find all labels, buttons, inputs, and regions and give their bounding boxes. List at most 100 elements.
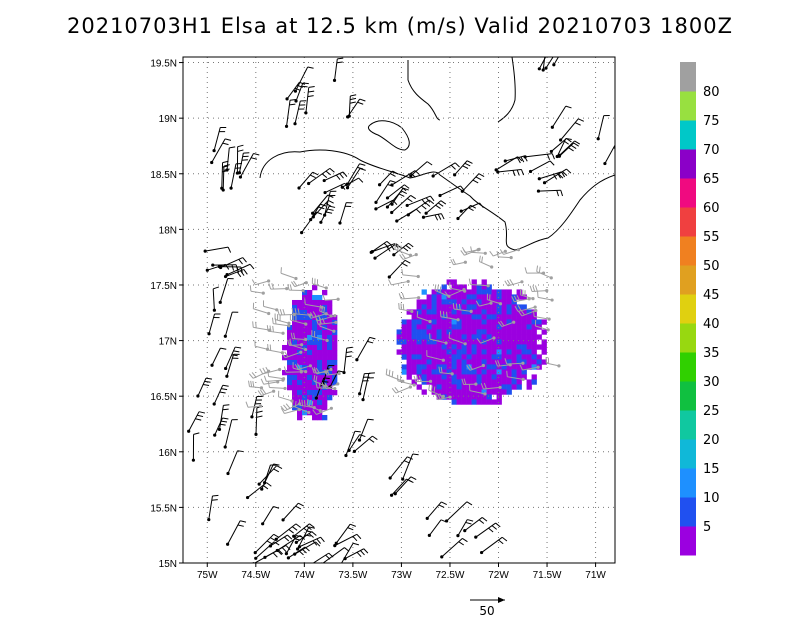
shade-cell (486, 399, 492, 405)
wind-barb (557, 140, 580, 157)
shade-cell (436, 354, 442, 360)
shade-cell (446, 289, 452, 295)
shade-cell (506, 339, 512, 345)
x-tick-label: 75W (197, 570, 218, 581)
shade-cell (436, 319, 442, 325)
shade-cell (481, 299, 487, 305)
wind-barb (224, 346, 242, 371)
shade-cell (471, 329, 477, 335)
shade-cell (401, 354, 407, 360)
shade-cell (471, 379, 477, 385)
wind-barb (334, 523, 356, 545)
shade-cell (496, 354, 502, 360)
shade-cell (466, 289, 472, 295)
shade-cell (466, 329, 472, 335)
shade-cell (327, 304, 333, 311)
shade-cell (307, 349, 313, 356)
shade-cell (322, 399, 328, 406)
shade-cell (431, 374, 437, 380)
shade-cell (531, 339, 537, 345)
wind-barb (449, 282, 467, 293)
shade-cell (297, 339, 303, 346)
shade-cell (426, 294, 432, 300)
shade-cell (481, 394, 487, 400)
shade-cell (322, 389, 328, 396)
shade-cell (456, 324, 462, 330)
shade-cell (411, 359, 417, 365)
shade-cell (511, 329, 517, 335)
wind-barb (475, 300, 493, 307)
shade-cell (421, 364, 427, 370)
colorbar-swatch (680, 439, 696, 469)
shade-cell (486, 379, 492, 385)
shade-cell (486, 374, 492, 380)
shade-cell (511, 369, 517, 375)
shade-cell (486, 324, 492, 330)
shade-cell (411, 314, 417, 320)
shade-cell (297, 394, 303, 401)
shade-cell (307, 369, 313, 376)
shade-cell (322, 289, 328, 296)
shade-cell (446, 304, 452, 310)
shade-cell (466, 319, 472, 325)
wind-barb (552, 57, 559, 67)
shade-cell (297, 409, 303, 416)
shade-cell (322, 404, 328, 411)
shade-cell (521, 344, 527, 350)
shade-cell (506, 354, 512, 360)
shade-cell (451, 344, 457, 350)
wind-barb (248, 380, 264, 390)
shade-cell (506, 319, 512, 325)
shade-cell (471, 294, 477, 300)
shade-cell (436, 309, 442, 315)
shade-cell (307, 309, 313, 316)
shade-cell (506, 304, 512, 310)
shade-cell (426, 309, 432, 315)
shade-cell (541, 339, 547, 345)
wind-barb (545, 357, 561, 368)
shade-cell (461, 389, 467, 395)
shade-cell (496, 324, 502, 330)
shade-cell (536, 344, 542, 350)
shade-cell (441, 374, 447, 380)
shade-cell (471, 354, 477, 360)
wind-barb (544, 57, 554, 70)
colorbar-label: 10 (703, 491, 720, 506)
shade-cell (327, 324, 333, 331)
shade-cell (506, 329, 512, 335)
shade-cell (461, 339, 467, 345)
shade-cell (461, 284, 467, 290)
shade-cell (426, 339, 432, 345)
shade-cell (451, 399, 457, 405)
wind-barb (474, 522, 501, 539)
shade-cell (297, 324, 303, 331)
shade-cell (416, 364, 422, 370)
shade-cell (312, 379, 318, 386)
shade-cell (441, 349, 447, 355)
shade-cell (461, 364, 467, 370)
wind-barb (427, 519, 447, 538)
wind-barb (293, 100, 307, 126)
shade-cell (322, 364, 328, 371)
shade-cell (332, 354, 338, 361)
shade-cell (441, 384, 447, 390)
shade-cell (441, 319, 447, 325)
wind-barb (425, 501, 447, 520)
shade-cell (461, 399, 467, 405)
shade-cell (501, 289, 507, 295)
shade-cell (461, 344, 467, 350)
shade-cell (441, 389, 447, 395)
wind-barb (534, 319, 550, 332)
x-tick-label: 73W (391, 570, 412, 581)
wind-barb (523, 153, 555, 160)
shade-cell (476, 344, 482, 350)
shade-cell (496, 334, 502, 340)
shade-cell (531, 349, 537, 355)
shade-cell (481, 314, 487, 320)
wind-barb (223, 311, 239, 338)
shade-cell (501, 369, 507, 375)
shade-cell (531, 359, 537, 365)
wind-barb (280, 267, 298, 281)
shade-cell (461, 299, 467, 305)
shade-cell (411, 364, 417, 370)
